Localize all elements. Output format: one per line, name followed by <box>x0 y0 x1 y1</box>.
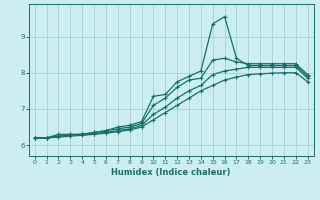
X-axis label: Humidex (Indice chaleur): Humidex (Indice chaleur) <box>111 168 231 177</box>
